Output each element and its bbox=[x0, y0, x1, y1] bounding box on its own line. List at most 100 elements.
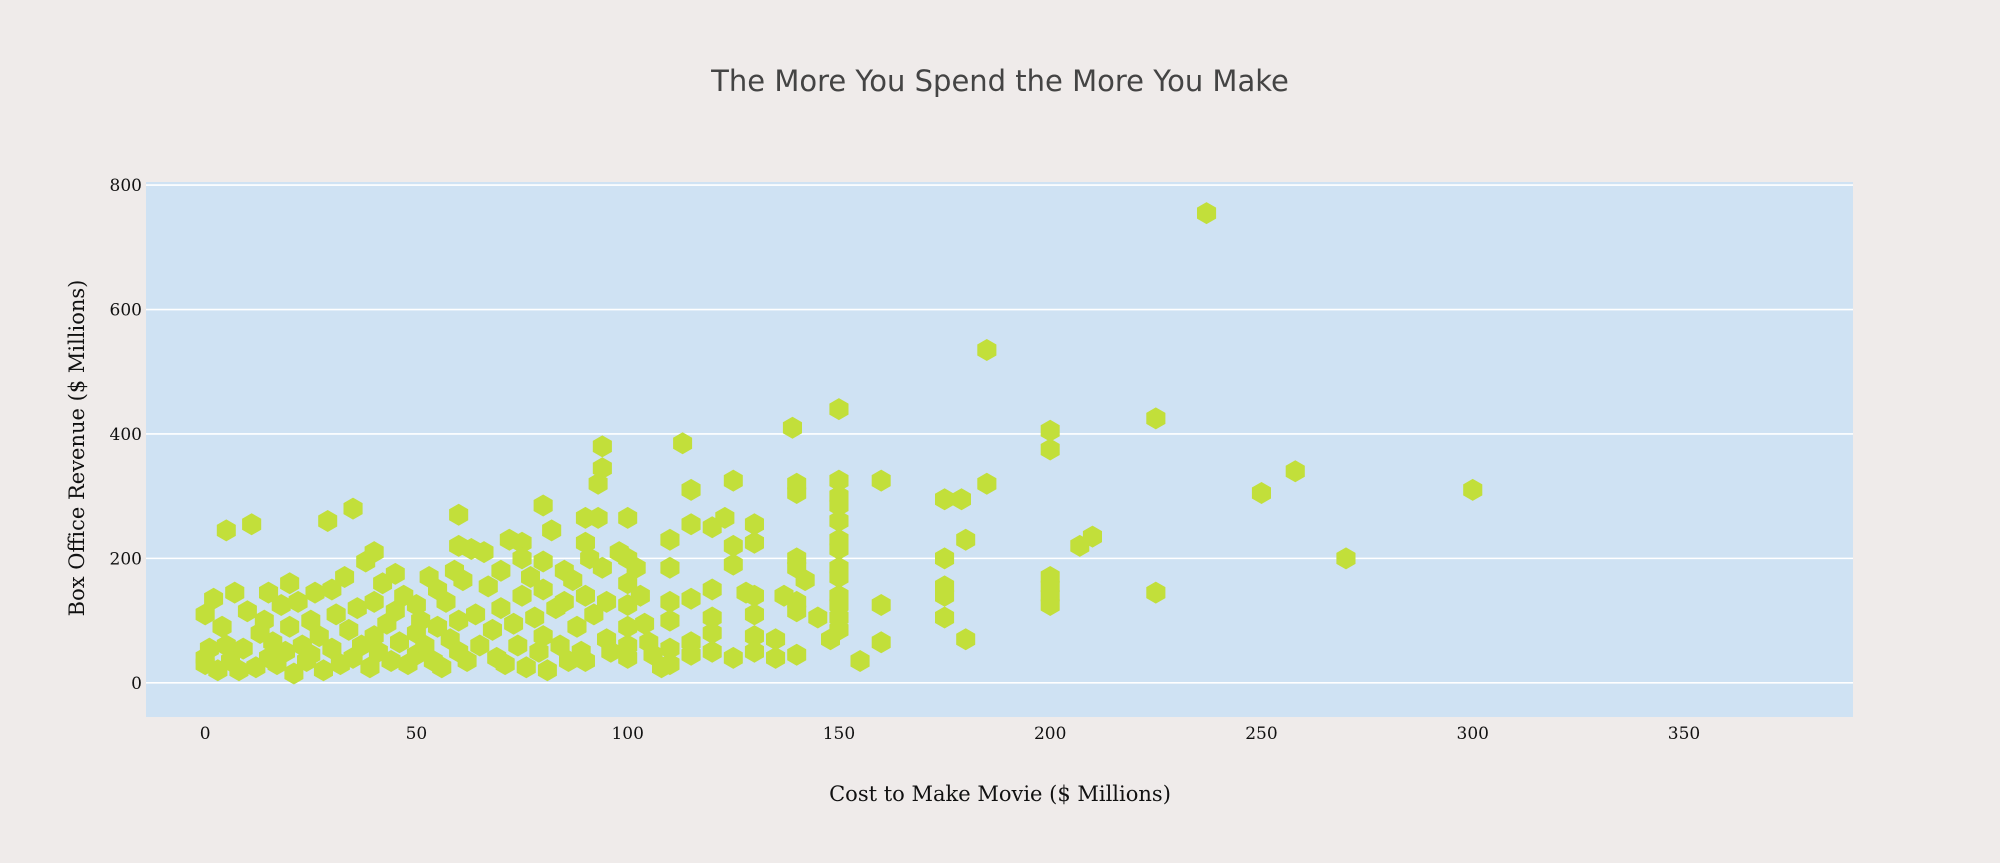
data-point bbox=[1040, 419, 1060, 442]
data-point bbox=[782, 416, 802, 439]
data-point bbox=[339, 618, 359, 641]
y-tick-label: 800 bbox=[110, 176, 142, 196]
data-point bbox=[436, 590, 456, 613]
data-point bbox=[521, 566, 540, 588]
data-point bbox=[795, 569, 815, 592]
data-point bbox=[601, 640, 621, 663]
data-point bbox=[428, 615, 448, 638]
data-point bbox=[626, 556, 646, 579]
data-point bbox=[744, 584, 764, 607]
data-point bbox=[1251, 482, 1271, 504]
y-tick-label: 600 bbox=[110, 301, 142, 321]
data-point bbox=[482, 618, 502, 641]
x-tick-label: 350 bbox=[1668, 724, 1700, 744]
y-tick-label: 200 bbox=[110, 549, 142, 569]
data-point bbox=[744, 640, 764, 663]
y-tick-label: 400 bbox=[110, 425, 142, 445]
data-point bbox=[702, 640, 722, 663]
data-point bbox=[280, 572, 300, 595]
data-point bbox=[542, 519, 562, 542]
data-point bbox=[254, 609, 274, 632]
data-point bbox=[808, 606, 828, 629]
data-point bbox=[301, 609, 321, 632]
data-point bbox=[512, 547, 532, 570]
data-point bbox=[1040, 594, 1060, 616]
data-point bbox=[225, 581, 245, 604]
data-point bbox=[618, 646, 638, 669]
data-point bbox=[508, 634, 528, 657]
data-point bbox=[829, 494, 849, 517]
data-point bbox=[618, 506, 638, 529]
data-point bbox=[343, 497, 363, 520]
data-point bbox=[271, 594, 291, 616]
data-point bbox=[871, 631, 891, 654]
data-point bbox=[309, 625, 329, 648]
data-point bbox=[478, 575, 498, 598]
data-point bbox=[415, 634, 435, 657]
data-point bbox=[575, 650, 595, 672]
data-point bbox=[533, 550, 553, 573]
data-point bbox=[491, 597, 511, 620]
data-point bbox=[618, 572, 638, 595]
data-point bbox=[575, 584, 595, 607]
data-point bbox=[1463, 478, 1483, 501]
data-point bbox=[829, 469, 849, 492]
data-point bbox=[1285, 460, 1305, 483]
data-point bbox=[453, 569, 473, 592]
data-point bbox=[275, 640, 295, 663]
data-point bbox=[829, 398, 849, 421]
data-point bbox=[660, 653, 680, 676]
data-point bbox=[584, 603, 604, 626]
data-point bbox=[229, 659, 249, 682]
data-point bbox=[673, 432, 693, 455]
data-point bbox=[829, 566, 849, 588]
data-point bbox=[787, 643, 807, 666]
data-point bbox=[1197, 202, 1217, 225]
x-axis-ticks: 0 50 100 150 200 250 300 350 bbox=[200, 724, 1700, 744]
data-point bbox=[660, 637, 680, 660]
x-tick-label: 250 bbox=[1245, 724, 1277, 744]
data-point bbox=[618, 615, 638, 638]
data-point bbox=[977, 339, 997, 361]
data-point bbox=[1082, 525, 1102, 548]
data-point bbox=[288, 590, 308, 613]
data-point bbox=[525, 606, 545, 629]
data-point bbox=[1146, 407, 1166, 430]
data-point bbox=[504, 612, 524, 635]
x-tick-label: 300 bbox=[1457, 724, 1489, 744]
data-point bbox=[512, 531, 532, 554]
data-point bbox=[592, 556, 612, 579]
data-point bbox=[457, 650, 477, 672]
data-point bbox=[588, 506, 608, 529]
data-point bbox=[495, 653, 515, 676]
data-point bbox=[660, 609, 680, 632]
x-tick-label: 100 bbox=[611, 724, 643, 744]
data-point bbox=[347, 597, 367, 620]
data-point bbox=[512, 584, 532, 607]
x-axis-label: Cost to Make Movie ($ Millions) bbox=[829, 782, 1171, 806]
data-point bbox=[550, 634, 570, 657]
x-tick-label: 0 bbox=[200, 724, 211, 744]
data-point bbox=[951, 488, 971, 511]
x-tick-label: 200 bbox=[1034, 724, 1066, 744]
data-point bbox=[533, 494, 553, 517]
y-tick-label: 0 bbox=[131, 674, 142, 694]
data-point bbox=[871, 469, 891, 492]
data-point bbox=[977, 472, 997, 495]
data-point bbox=[470, 634, 490, 657]
data-point bbox=[592, 435, 612, 458]
data-point bbox=[432, 656, 452, 679]
data-point bbox=[829, 510, 849, 532]
data-point bbox=[474, 541, 494, 564]
data-point bbox=[935, 488, 955, 511]
x-tick-label: 50 bbox=[406, 724, 428, 744]
data-point bbox=[871, 594, 891, 616]
data-point bbox=[554, 590, 574, 613]
data-point bbox=[411, 609, 431, 632]
data-point bbox=[660, 590, 680, 613]
data-point bbox=[787, 600, 807, 623]
data-point bbox=[744, 531, 764, 554]
data-point bbox=[385, 600, 405, 623]
data-point bbox=[280, 615, 300, 638]
